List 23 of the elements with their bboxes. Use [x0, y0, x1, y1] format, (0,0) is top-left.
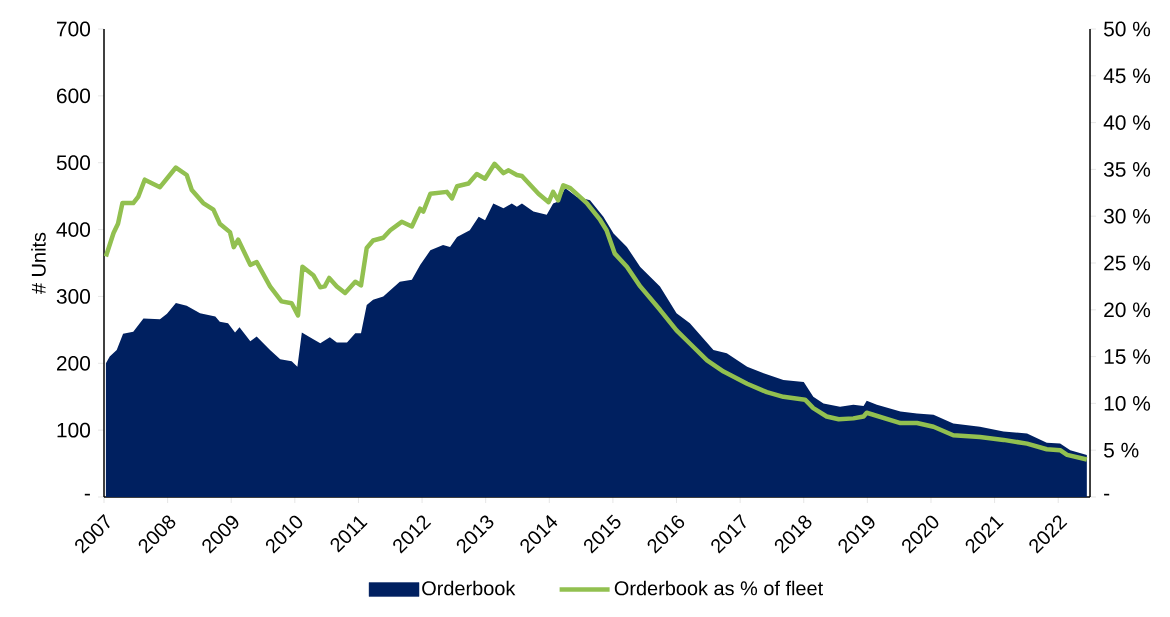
legend-label: Orderbook — [422, 580, 516, 596]
y2-tick-label: 25 % — [1104, 255, 1151, 271]
y-tick-label: 100 — [57, 422, 91, 438]
y-axis-title: # Units — [31, 232, 46, 294]
y2-tick-label: 20 % — [1104, 302, 1151, 318]
y2-tick-label: 15 % — [1104, 349, 1151, 364]
legend-label: Orderbook as % of fleet — [614, 580, 823, 596]
y2-tick-label: 10 % — [1104, 395, 1151, 411]
y2-tick-label: - — [1104, 493, 1110, 496]
y-tick-label: 700 — [57, 21, 91, 37]
y-tick-label: 400 — [56, 222, 91, 237]
y-tick-label: 300 — [56, 289, 91, 304]
y-tick-label: 600 — [57, 88, 91, 104]
y2-tick-label: 5 % — [1104, 442, 1139, 458]
y-tick-label: - — [84, 493, 90, 496]
y-tick-label: 200 — [56, 355, 91, 371]
line-series — [104, 161, 1090, 462]
y2-tick-label: 35 % — [1103, 161, 1151, 177]
y2-tick-label: 40 % — [1103, 115, 1151, 131]
y-tick-label: 500 — [56, 155, 91, 171]
y2-tick-label: 45 % — [1103, 68, 1151, 84]
y2-tick-label: 50 % — [1104, 21, 1151, 37]
y2-tick-label: 30 % — [1103, 208, 1151, 224]
